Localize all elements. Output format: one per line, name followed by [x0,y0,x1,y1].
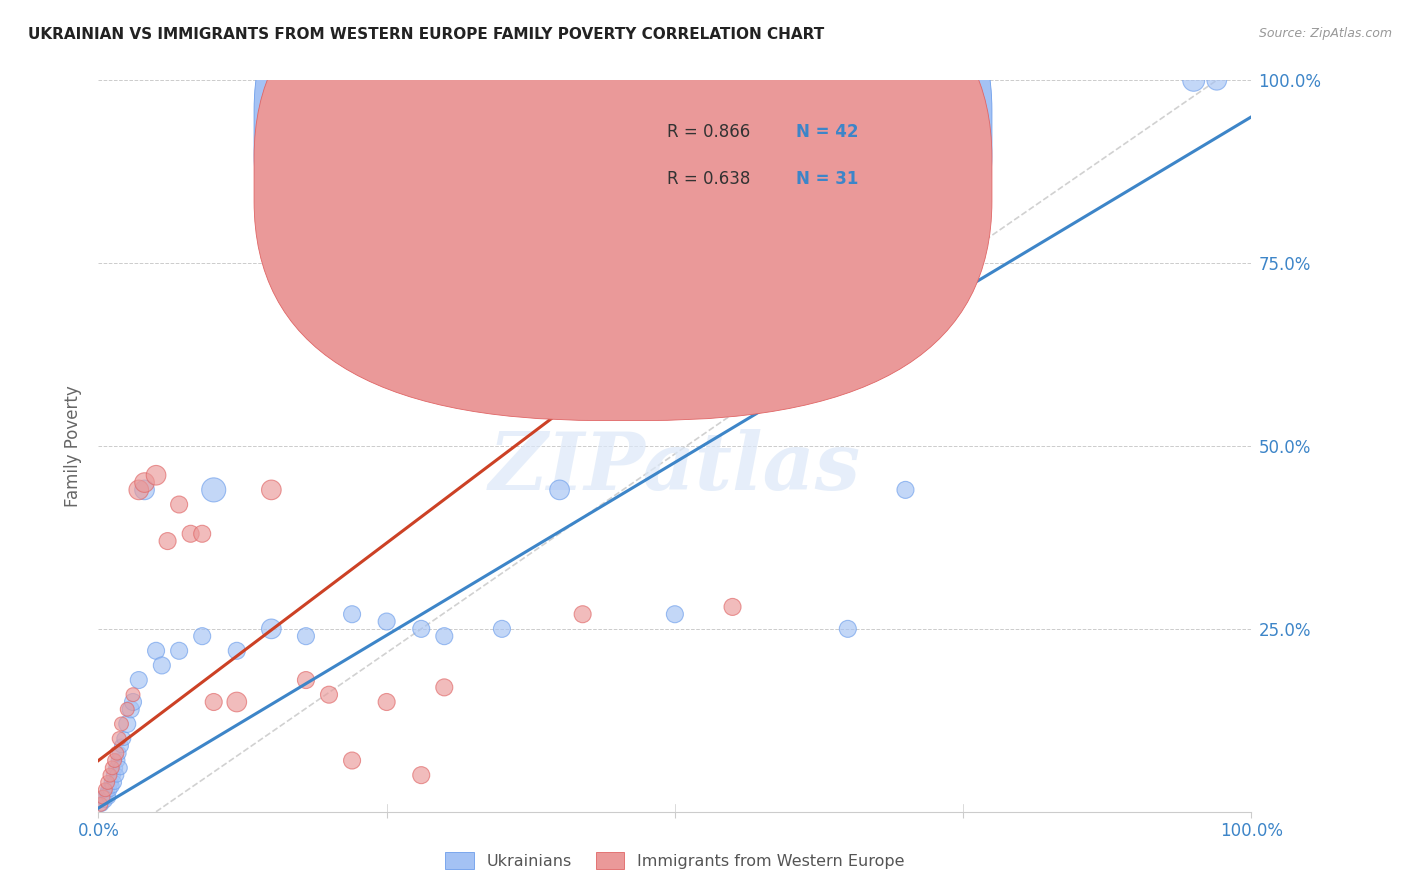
Point [145,468,167,483]
Point [295,673,318,687]
Point [150,658,173,673]
Point [202,695,225,709]
Point [894,483,917,497]
Point [134,475,156,490]
Point [91,790,114,805]
Point [134,483,156,497]
FancyBboxPatch shape [582,95,986,212]
Point [295,629,318,643]
Point [100,775,122,789]
Point [260,483,283,497]
Point [112,731,135,746]
Point [340,754,363,768]
Text: R = 0.638: R = 0.638 [666,170,751,188]
Point [260,622,283,636]
Point [411,768,433,782]
Point [664,607,686,622]
Point [103,754,125,768]
Point [318,688,340,702]
Point [94,794,117,808]
Point [110,739,132,753]
Point [90,797,112,812]
Text: R = 0.866: R = 0.866 [666,123,749,141]
Point [122,688,145,702]
Point [156,534,179,549]
Point [167,644,190,658]
Point [98,768,121,782]
Point [117,717,139,731]
Point [97,790,120,805]
Point [225,644,247,658]
Point [97,782,120,797]
Point [433,629,456,643]
Point [90,797,112,812]
Text: Source: ZipAtlas.com: Source: ZipAtlas.com [1258,27,1392,40]
Point [375,615,398,629]
Point [110,761,132,775]
Point [411,622,433,636]
Point [433,681,456,695]
Point [202,483,225,497]
Point [105,768,128,782]
Point [108,731,131,746]
Point [105,746,128,760]
Point [340,607,363,622]
Point [167,498,190,512]
Point [117,702,139,716]
Point [96,787,118,801]
Legend: Ukrainians, Immigrants from Western Europe: Ukrainians, Immigrants from Western Euro… [439,846,911,875]
Point [98,782,121,797]
Point [375,695,398,709]
Point [108,746,131,760]
Point [94,782,117,797]
Text: ZIPatlas: ZIPatlas [489,429,860,507]
Point [110,717,132,731]
Point [571,607,593,622]
Point [101,779,124,793]
Point [225,695,247,709]
Y-axis label: Family Poverty: Family Poverty [65,385,83,507]
Point [548,483,571,497]
Point [1205,73,1227,87]
Point [191,526,214,541]
Point [491,622,513,636]
Point [122,695,145,709]
Point [93,790,115,805]
Text: N = 31: N = 31 [796,170,858,188]
Point [101,761,124,775]
Point [103,775,125,789]
Point [1182,73,1205,87]
Point [107,754,129,768]
Point [103,768,125,782]
Point [128,673,150,687]
FancyBboxPatch shape [254,0,993,374]
Point [191,629,214,643]
Point [721,599,744,614]
Point [97,775,120,789]
Text: N = 42: N = 42 [796,123,859,141]
Point [145,644,167,658]
Point [104,761,127,775]
FancyBboxPatch shape [254,0,993,420]
Point [756,256,779,270]
Text: UKRAINIAN VS IMMIGRANTS FROM WESTERN EUROPE FAMILY POVERTY CORRELATION CHART: UKRAINIAN VS IMMIGRANTS FROM WESTERN EUR… [28,27,824,42]
Point [180,526,202,541]
Point [128,483,150,497]
Point [120,702,142,716]
Point [837,622,859,636]
